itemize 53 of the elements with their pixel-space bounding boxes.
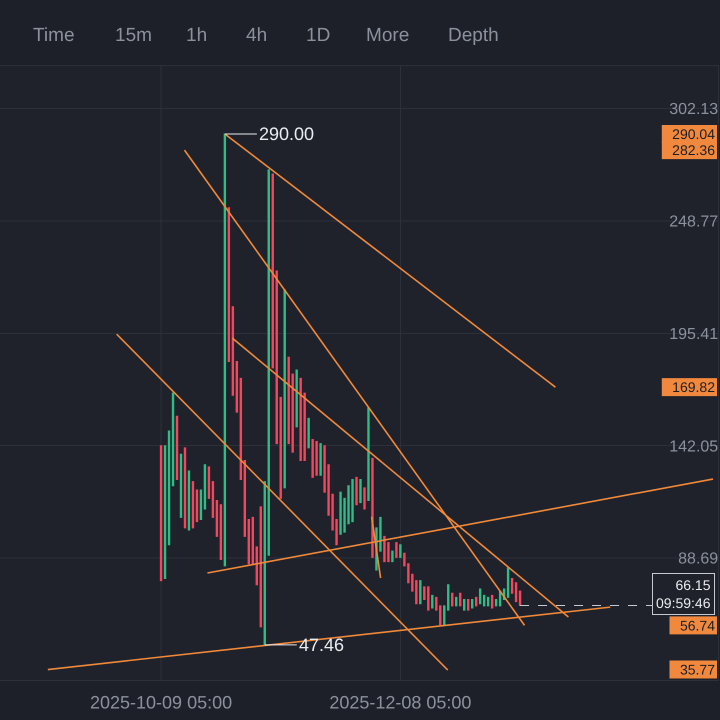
text: More (366, 25, 410, 46)
candlestick (224, 134, 226, 566)
candlestick (506, 567, 510, 598)
candlestick (311, 438, 314, 478)
y2-tick-label: 35.77 (680, 661, 716, 678)
candlestick (383, 536, 386, 562)
candlestick (260, 506, 262, 628)
x-tick-label: 2025-10-09 05:00 (90, 692, 232, 713)
text: 15m (115, 25, 152, 46)
candlestick (295, 369, 298, 428)
candlestick (514, 582, 518, 602)
candlestick (474, 596, 478, 606)
candlestick (399, 544, 402, 558)
y2-tick-label: 290.04 (672, 126, 716, 142)
candlestick (339, 492, 342, 535)
candlestick (391, 550, 394, 562)
text: 1D (306, 25, 330, 46)
y-tick-label: 88.69 (678, 550, 718, 568)
candlestick (160, 445, 162, 582)
annotation: 290.00 (259, 124, 314, 144)
y-tick-label: 248.77 (669, 213, 718, 230)
candlestick (431, 594, 434, 608)
candlestick (478, 588, 482, 604)
y2-tick-label: 56.74 (680, 617, 716, 634)
ref-line-label: 66.15 09:59:46 (656, 577, 711, 612)
annotation: 47.46 (299, 635, 344, 655)
candlestick (419, 580, 422, 604)
text: 4h (246, 25, 268, 46)
text: Time (33, 25, 75, 46)
candlestick (220, 504, 222, 560)
candlestick (427, 586, 430, 611)
candlestick (299, 378, 302, 462)
candlestick (490, 594, 494, 608)
y2-tick-label: 282.36 (672, 142, 716, 158)
candlestick (467, 599, 470, 611)
x-tick-label: 2025-12-08 05:00 (329, 692, 472, 713)
candlestick (315, 441, 318, 476)
candlestick (451, 592, 454, 606)
candlestick (307, 418, 310, 448)
candlestick (486, 596, 490, 606)
candlestick (319, 443, 322, 476)
y2-tick-label: 169.82 (672, 379, 716, 396)
text: Depth (448, 25, 499, 46)
candlestick (459, 592, 462, 606)
y-tick-label: 195.41 (669, 326, 718, 343)
candlestick (284, 289, 286, 488)
candlestick (395, 542, 398, 558)
y-tick-label: 142.05 (669, 438, 718, 456)
candlestick (455, 596, 458, 606)
y-tick-label: 302.13 (669, 101, 718, 118)
candlestick (470, 599, 474, 608)
text: 1h (186, 25, 208, 46)
candlestick (463, 599, 466, 611)
